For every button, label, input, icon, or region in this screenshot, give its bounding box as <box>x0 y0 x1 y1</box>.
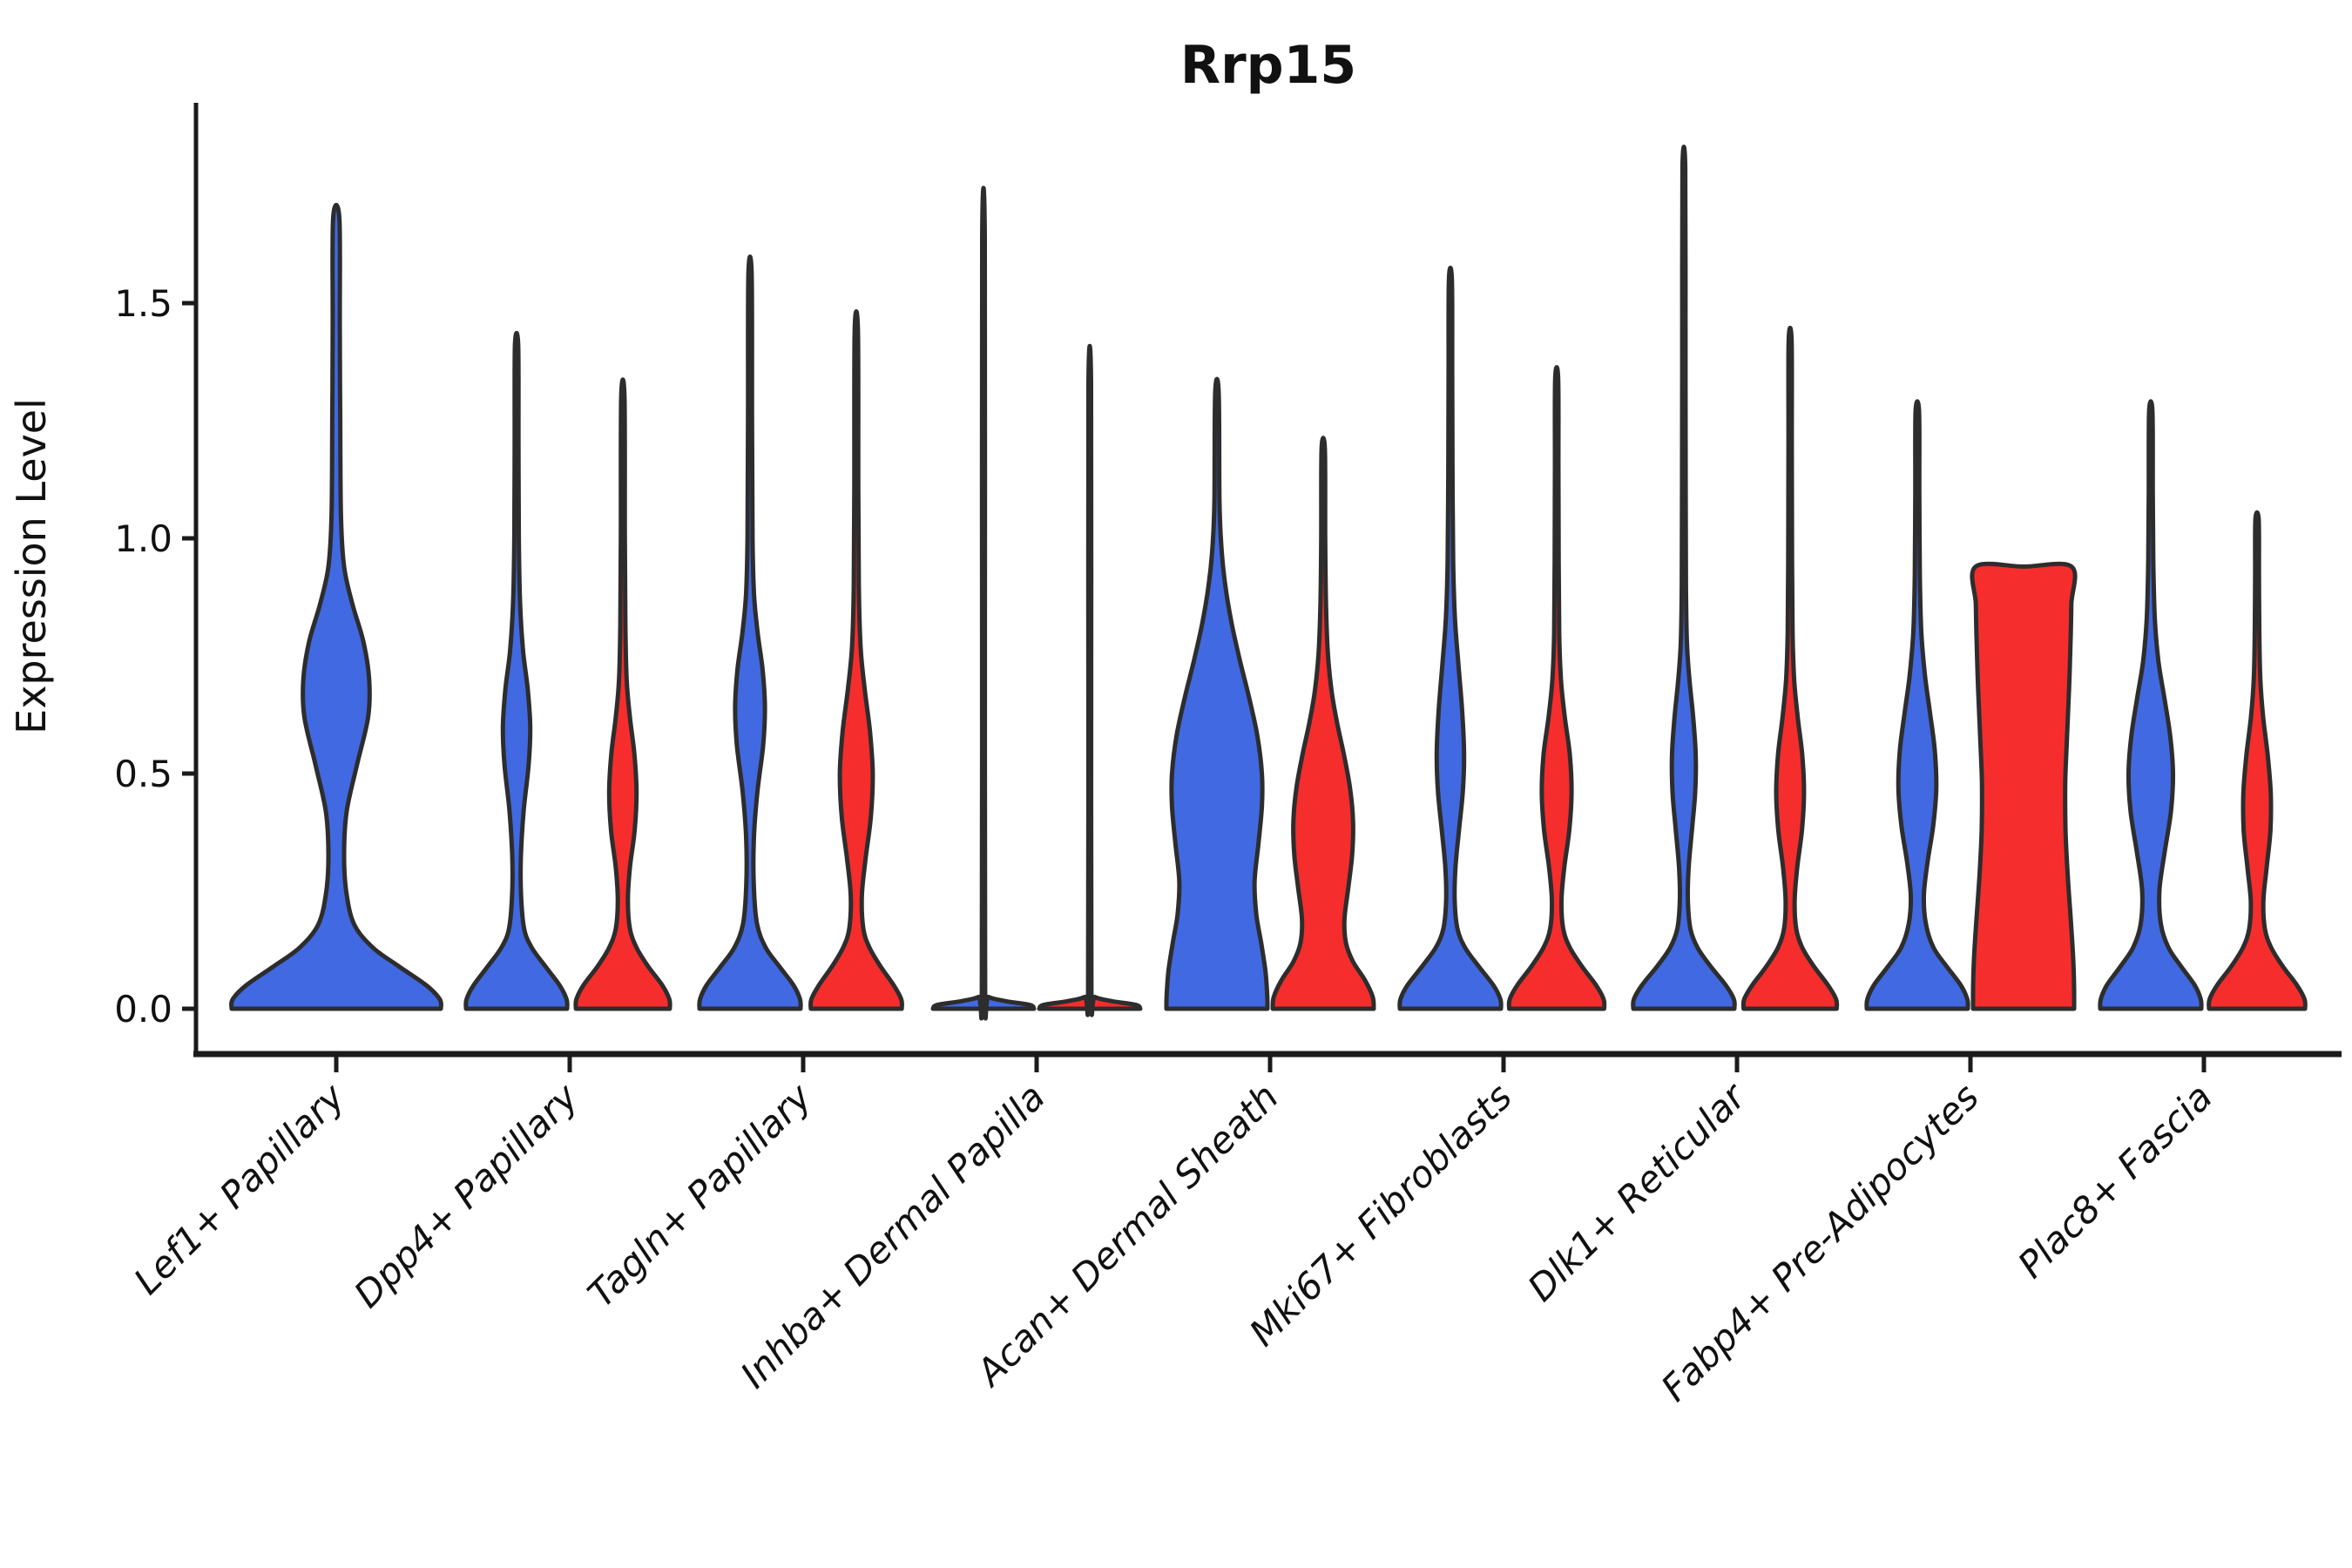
violin-mki67-fibroblasts-red <box>1506 365 1607 1011</box>
violin-fabp4-pre-adipocytes-blue <box>1864 399 1970 1011</box>
violin-dlk1-reticular-blue <box>1631 144 1737 1011</box>
violin-dpp4-papillary-red <box>573 377 672 1011</box>
y-tick-label: 0.0 <box>114 988 172 1031</box>
violin-inhba-dermal-papilla-red <box>1037 344 1143 1017</box>
violin-dlk1-reticular-red <box>1740 325 1840 1011</box>
violin-dpp4-papillary-blue <box>463 330 570 1011</box>
violin-plac8-fascia-blue <box>2098 399 2204 1011</box>
violin-series-group <box>229 144 2308 1021</box>
violin-fabp4-pre-adipocytes-red <box>1970 561 2078 1011</box>
violin-tagln-papillary-red <box>808 308 904 1011</box>
violin-acan-dermal-sheath-red <box>1270 436 1376 1011</box>
y-tick-label: 1.0 <box>114 517 172 560</box>
y-tick-label: 1.5 <box>114 282 172 325</box>
violin-mki67-fibroblasts-blue <box>1397 266 1504 1011</box>
y-tick-label: 0.5 <box>114 753 172 795</box>
violin-tagln-papillary-blue <box>697 254 803 1011</box>
x-tick-label-tagln-papillary: Tagln+ Papillary <box>579 1075 821 1316</box>
violin-lef1-papillary-blue <box>229 202 443 1011</box>
x-tick-label-plac8-fascia: Plac8+ Fascia <box>2010 1075 2220 1286</box>
chart-title: Rrp15 <box>1180 35 1356 96</box>
x-tick-label-mki67-fibroblasts: Mki67+ Fibroblasts <box>1241 1075 1520 1354</box>
y-axis-label: Expression Level <box>8 398 55 734</box>
x-tick-label-dlk1-reticular: Dlk1+ Reticular <box>1519 1073 1755 1309</box>
x-tick-label-lef1-papillary: Lef1+ Papillary <box>125 1075 354 1303</box>
x-tick-label-dpp4-papillary: Dpp4+ Papillary <box>346 1075 587 1316</box>
violin-acan-dermal-sheath-blue <box>1164 376 1270 1011</box>
violin-inhba-dermal-papilla-blue <box>930 186 1037 1021</box>
violin-plac8-fascia-red <box>2207 510 2308 1011</box>
y-axis-ticks-group: 0.0 0.5 1.0 1.5 <box>114 282 196 1031</box>
